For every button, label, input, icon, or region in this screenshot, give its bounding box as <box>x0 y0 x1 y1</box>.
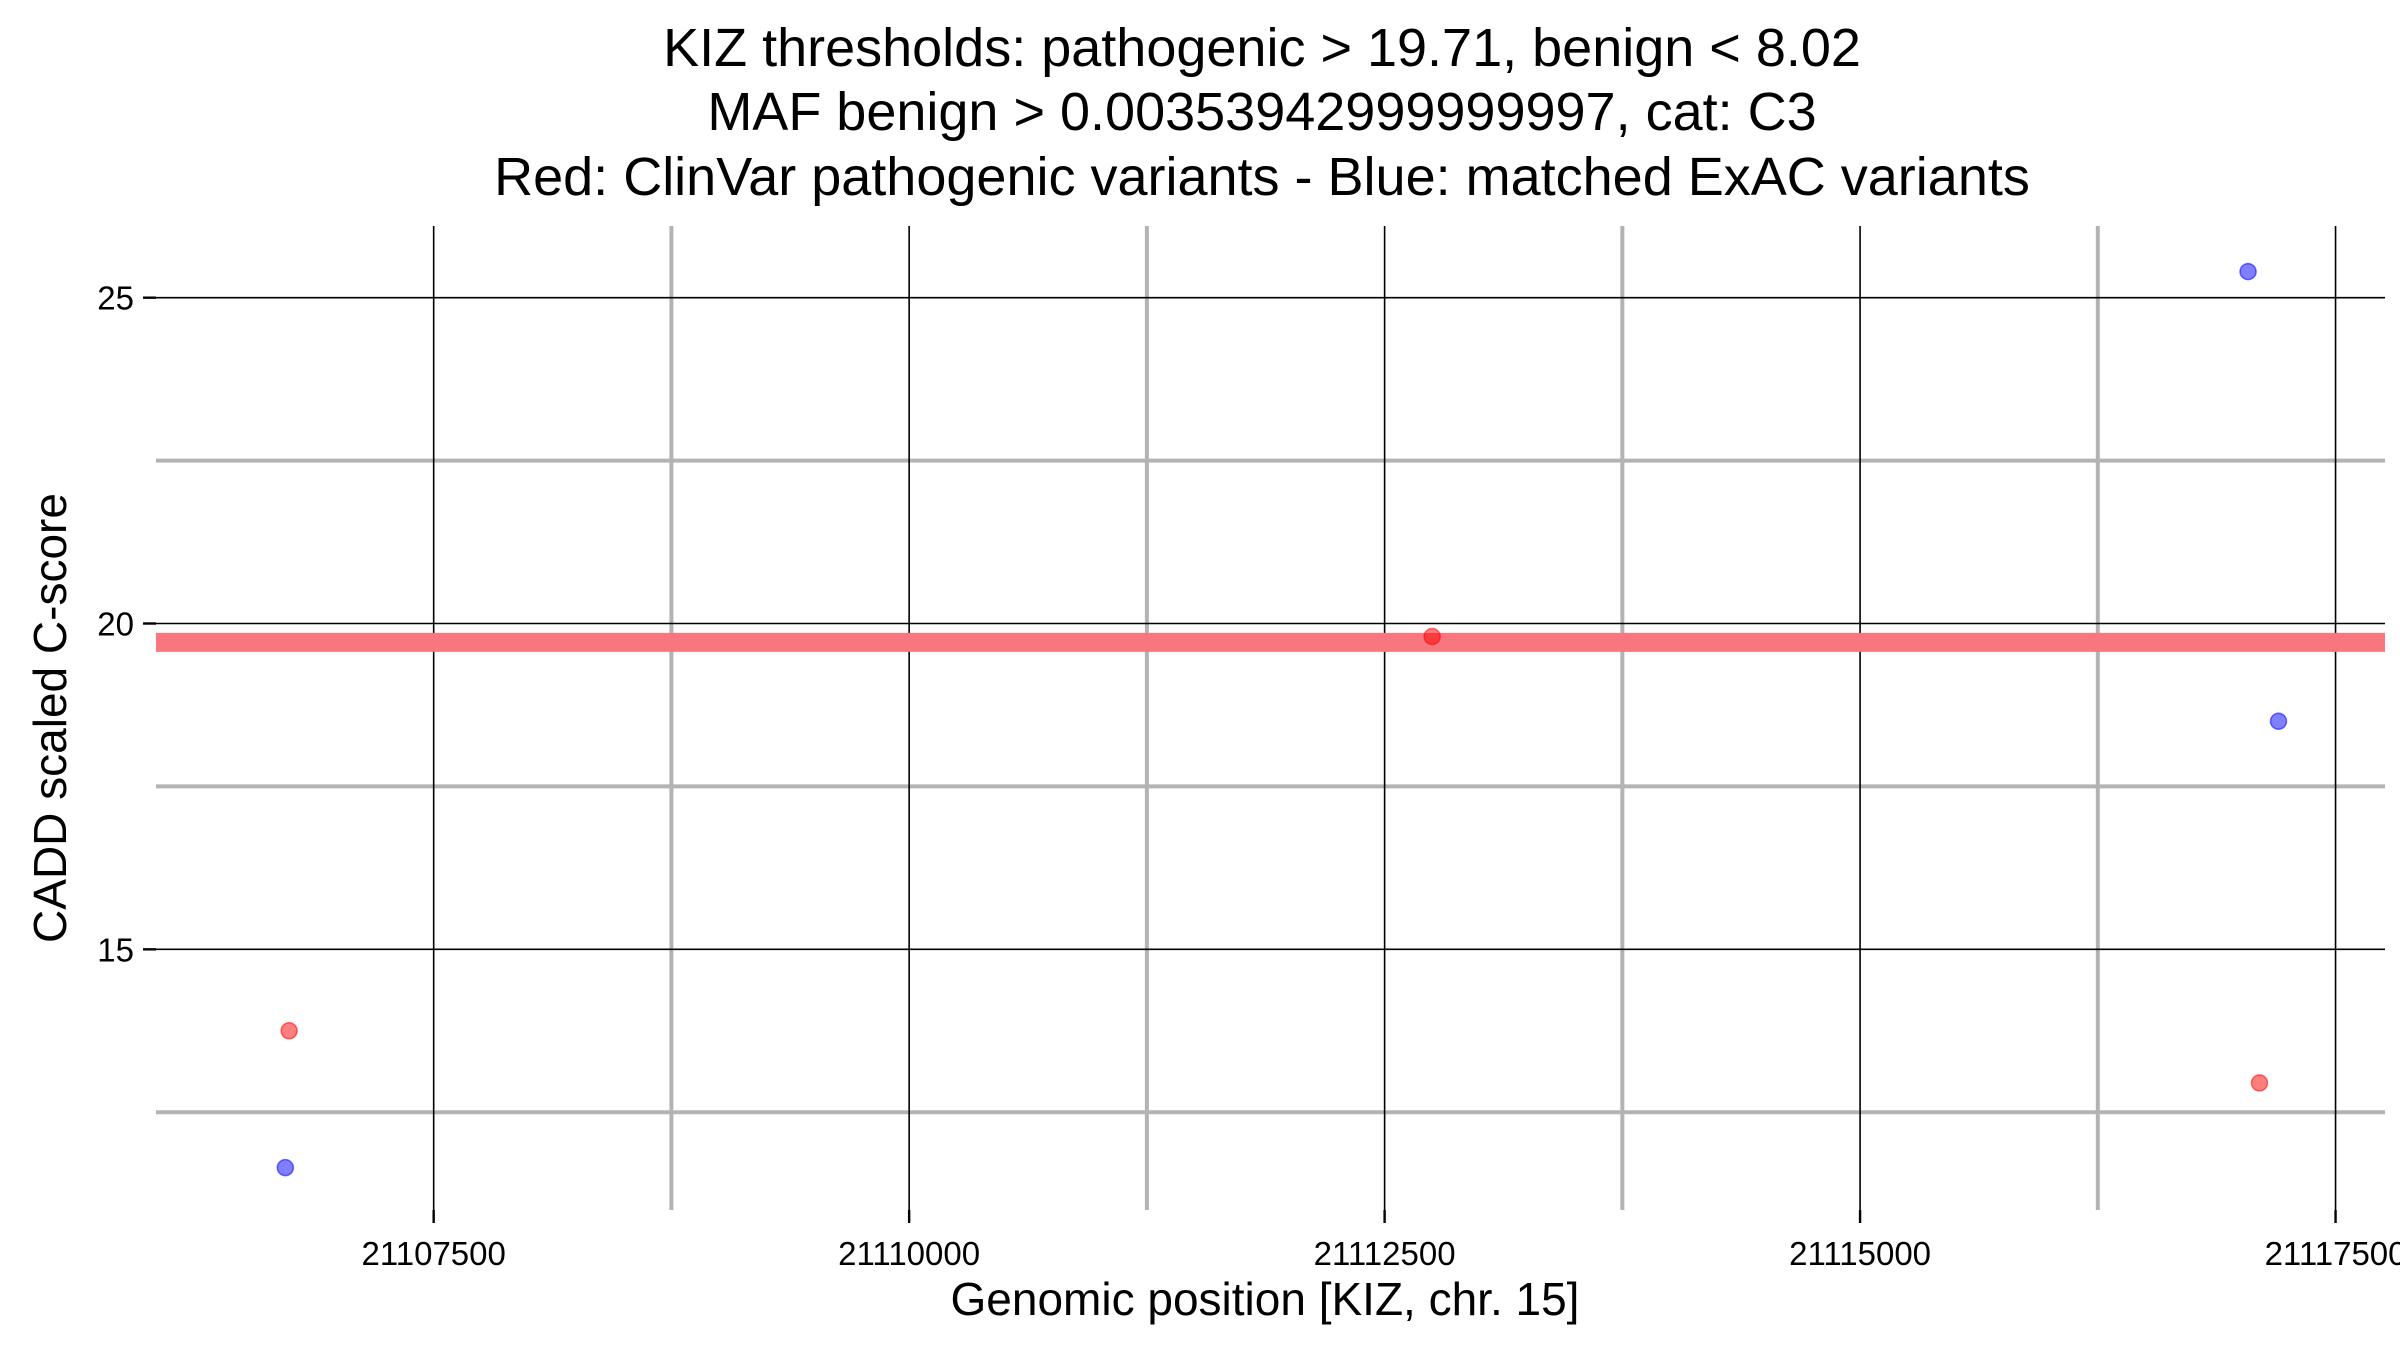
x-tick-label: 21117500 <box>2265 1235 2400 1272</box>
clinvar-pathogenic-point <box>2250 1074 2269 1092</box>
y-tick-label: 15 <box>97 931 134 968</box>
major-gridlines <box>156 226 2385 1210</box>
exac-variant-point <box>276 1158 295 1177</box>
x-tick-label: 21110000 <box>838 1235 980 1272</box>
x-tick-label: 21115000 <box>1789 1235 1931 1272</box>
minor-gridlines <box>156 226 2385 1210</box>
title-line-1: KIZ thresholds: pathogenic > 19.71, beni… <box>663 18 1861 78</box>
title-line-3: Red: ClinVar pathogenic variants - Blue:… <box>494 147 2030 207</box>
x-tick-label: 21107500 <box>361 1235 505 1272</box>
clinvar-pathogenic-point <box>1423 627 1441 646</box>
title-line-2: MAF benign > 0.00353942999999997, cat: C… <box>707 82 1816 142</box>
x-axis: 21107500 21110000 21112500 21115000 21117500 <box>361 1210 2400 1272</box>
exac-variant-point <box>2269 712 2288 731</box>
data-points <box>276 262 2288 1177</box>
x-axis-label: Genomic position [KIZ, chr. 15] <box>951 1273 1580 1325</box>
y-axis-label: CADD scaled C-score <box>24 493 76 943</box>
x-tick-label: 21112500 <box>1314 1235 1456 1272</box>
clinvar-pathogenic-point <box>280 1022 298 1040</box>
chart-title: KIZ thresholds: pathogenic > 19.71, beni… <box>494 18 2030 207</box>
y-tick-label: 20 <box>97 606 134 643</box>
y-tick-label: 25 <box>97 280 134 317</box>
y-axis: 15 20 25 <box>97 280 156 968</box>
exac-variant-point <box>2239 262 2257 281</box>
